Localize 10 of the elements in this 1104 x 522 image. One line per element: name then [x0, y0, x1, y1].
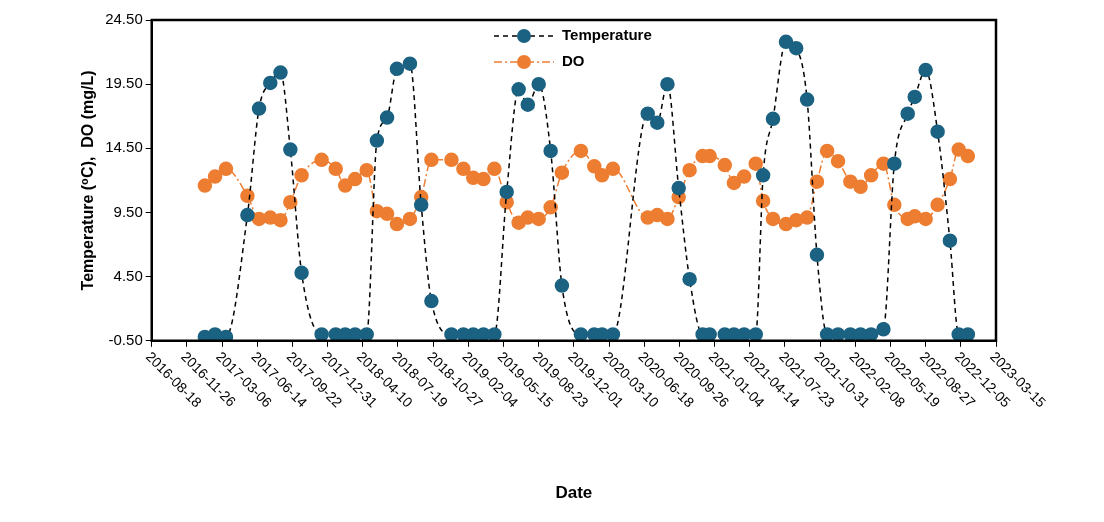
y-tick-label: -0.50	[108, 330, 143, 348]
y-tick-label: 24.50	[105, 10, 143, 28]
y-tick-label: 4.50	[113, 266, 143, 284]
y-axis-title: Temperature (⁰C), DO (mg/L)	[79, 70, 97, 291]
legend-label: DO	[561, 52, 585, 70]
x-axis-title: Date	[555, 483, 593, 503]
y-tick-label: 14.50	[105, 138, 143, 156]
legend-label: Temperature	[561, 26, 652, 44]
y-tick-label: 19.50	[105, 74, 143, 92]
y-tick-label: 9.50	[113, 202, 143, 220]
